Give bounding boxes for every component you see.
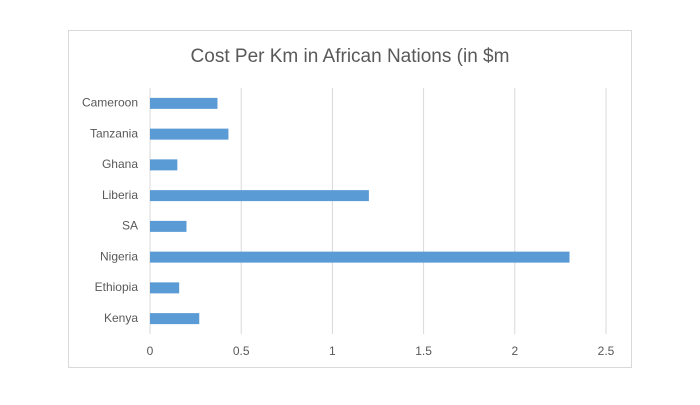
bar — [150, 190, 369, 202]
bar — [150, 313, 200, 325]
bar — [150, 97, 218, 109]
bar — [150, 128, 229, 140]
chart-title: Cost Per Km in African Nations (in $m — [191, 46, 510, 67]
x-tick-label: 2 — [511, 344, 518, 358]
y-tick-label: Liberia — [102, 188, 138, 202]
x-tick-label: 1.5 — [415, 344, 432, 358]
y-tick-label: SA — [122, 219, 138, 233]
y-tick-label: Cameroon — [82, 96, 138, 110]
x-tick-label: 0.5 — [233, 344, 250, 358]
y-tick-label: Ethiopia — [95, 280, 139, 294]
y-tick-label: Ghana — [102, 157, 138, 171]
y-tick-label: Tanzania — [90, 126, 138, 140]
x-tick-label: 0 — [147, 344, 154, 358]
x-tick-label: 1 — [329, 344, 336, 358]
y-tick-label: Nigeria — [100, 249, 138, 263]
bar — [150, 220, 187, 232]
bar — [150, 251, 570, 263]
bar — [150, 159, 178, 171]
y-tick-label: Kenya — [104, 311, 138, 325]
bar — [150, 282, 180, 294]
x-tick-label: 2.5 — [598, 344, 615, 358]
